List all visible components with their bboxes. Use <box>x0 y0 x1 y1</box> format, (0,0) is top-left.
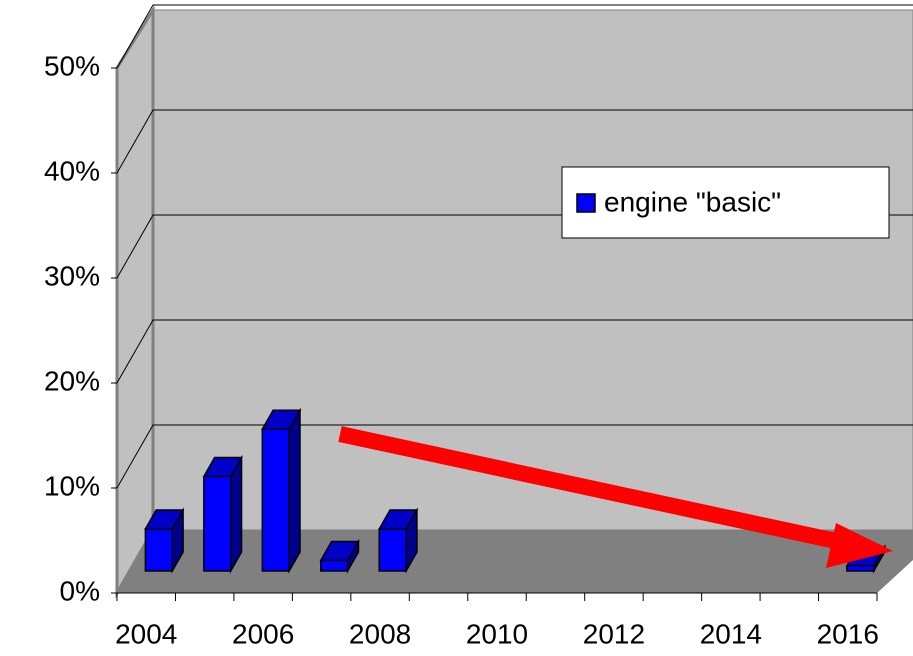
x-tick-label: 2008 <box>349 618 411 649</box>
bars <box>144 407 886 574</box>
x-tick-label: 2014 <box>700 618 762 649</box>
bar-3d <box>377 507 419 574</box>
x-tick-label: 2012 <box>583 618 645 649</box>
grid-line <box>116 4 913 69</box>
bar <box>261 428 290 572</box>
grid-line <box>116 424 913 489</box>
bar-3d <box>202 454 243 574</box>
legend-box <box>561 166 890 239</box>
bar <box>846 564 875 572</box>
x-tick-label: 2016 <box>817 618 879 649</box>
y-tick-label: 40% <box>44 155 100 186</box>
x-tick-label: 2010 <box>466 618 528 649</box>
bar-side <box>288 407 301 574</box>
grid-line <box>116 319 913 384</box>
chart-walls <box>115 4 913 599</box>
bar-3d <box>319 538 360 574</box>
arrow-head <box>826 523 893 568</box>
side-wall <box>115 4 155 599</box>
y-tick-label: 0% <box>60 575 100 606</box>
bar <box>378 528 407 572</box>
legend-label: engine "basic" <box>604 186 781 217</box>
legend: engine "basic" <box>561 166 890 239</box>
bar-3d <box>144 507 185 574</box>
bar-3d <box>261 407 302 574</box>
x-tick-label: 2006 <box>232 618 294 649</box>
axes: 0% 10% 20% 30% 40% 50% 2004 2006 2008 2010 2012 201… <box>44 50 879 649</box>
legend-swatch <box>576 193 596 213</box>
grid-line <box>116 109 913 174</box>
bar <box>320 559 349 572</box>
floor <box>117 530 913 593</box>
grid <box>116 4 913 489</box>
bar <box>144 528 174 572</box>
y-tick-label: 30% <box>44 260 100 291</box>
arrow-shaft <box>338 426 847 551</box>
trend-arrow <box>338 426 893 568</box>
bar <box>203 475 232 572</box>
y-tick-label: 20% <box>44 365 100 396</box>
x-tick-label: 2004 <box>115 618 177 649</box>
y-tick-label: 10% <box>44 470 100 501</box>
y-tick-label: 50% <box>44 50 100 81</box>
